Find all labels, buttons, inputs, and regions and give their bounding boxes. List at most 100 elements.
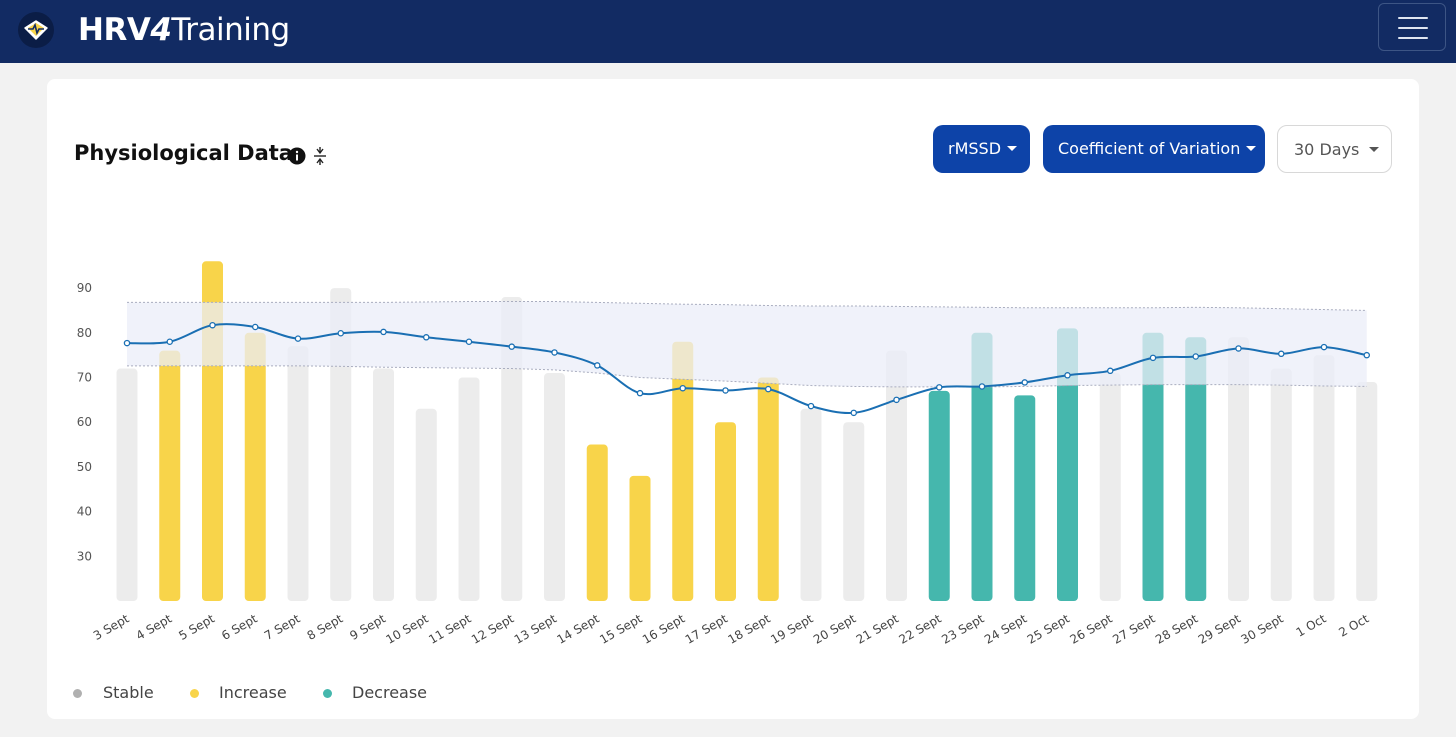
card-title: Physiological Data bbox=[74, 141, 293, 165]
trend-point bbox=[679, 384, 687, 392]
trend-point bbox=[1192, 353, 1200, 360]
band-lower-edge bbox=[127, 365, 1367, 388]
bar-stable bbox=[1356, 381, 1378, 601]
trend-point bbox=[722, 387, 729, 394]
x-tick-label: 7 Sept bbox=[262, 611, 303, 643]
trend-point bbox=[1021, 379, 1029, 386]
trend-point bbox=[209, 321, 216, 329]
bar-stable bbox=[1099, 373, 1121, 601]
bar-increase bbox=[586, 444, 608, 601]
period-dropdown-label: 30 Days bbox=[1294, 140, 1360, 159]
bar-stable bbox=[800, 408, 822, 601]
legend-label-stable: Stable bbox=[103, 683, 154, 702]
trend-point bbox=[465, 338, 473, 345]
trend-point bbox=[765, 385, 772, 393]
trend-point bbox=[807, 402, 815, 410]
y-tick-label: 40 bbox=[77, 505, 92, 519]
top-navbar: HRV4Training bbox=[0, 0, 1456, 63]
trend-point bbox=[1363, 351, 1371, 359]
x-tick-label: 11 Sept bbox=[426, 611, 473, 646]
x-tick-label: 6 Sept bbox=[219, 611, 260, 643]
hamburger-menu-button[interactable] bbox=[1378, 3, 1446, 51]
caret-down-icon bbox=[1246, 145, 1257, 151]
bar-stable bbox=[116, 368, 138, 601]
x-tick-label: 5 Sept bbox=[176, 611, 217, 643]
x-tick-label: 28 Sept bbox=[1153, 611, 1200, 646]
y-tick-label: 60 bbox=[77, 415, 92, 429]
trend-point bbox=[380, 328, 387, 336]
y-tick-label: 50 bbox=[77, 460, 92, 474]
bar-increase bbox=[244, 332, 266, 601]
trend-point bbox=[1278, 350, 1285, 358]
hamburger-line bbox=[1398, 27, 1428, 29]
bar-stable bbox=[287, 346, 309, 601]
physiological-data-card: Physiological Data rMSSD Coefficient of … bbox=[47, 79, 1419, 719]
statistic-dropdown[interactable]: Coefficient of Variation bbox=[1043, 125, 1265, 173]
y-tick-label: 90 bbox=[77, 281, 92, 295]
x-tick-label: 10 Sept bbox=[384, 611, 431, 646]
bar-stable bbox=[373, 368, 394, 601]
x-tick-label: 19 Sept bbox=[768, 611, 815, 646]
y-tick-label: 80 bbox=[77, 326, 92, 340]
trend-point bbox=[422, 334, 430, 341]
bar-decrease bbox=[1057, 328, 1078, 601]
legend-label-increase: Increase bbox=[219, 683, 287, 702]
bar-decrease bbox=[1142, 332, 1164, 601]
compress-vertical-icon[interactable] bbox=[312, 146, 328, 166]
trend-point bbox=[1064, 372, 1071, 379]
info-circle-icon[interactable] bbox=[288, 147, 306, 165]
trend-point bbox=[893, 396, 900, 404]
trend-point bbox=[166, 338, 174, 345]
bar-stable bbox=[1228, 337, 1249, 601]
trend-point bbox=[978, 383, 986, 390]
x-tick-label: 2 Oct bbox=[1336, 611, 1371, 639]
trend-point bbox=[337, 329, 344, 337]
brand-name[interactable]: HRV4Training bbox=[78, 10, 290, 50]
x-tick-label: 20 Sept bbox=[811, 611, 858, 646]
metric-dropdown[interactable]: rMSSD bbox=[933, 125, 1030, 173]
period-dropdown[interactable]: 30 Days bbox=[1277, 125, 1392, 173]
x-tick-label: 26 Sept bbox=[1068, 611, 1115, 646]
bar-decrease bbox=[928, 390, 950, 601]
trend-point bbox=[594, 362, 601, 369]
hamburger-line bbox=[1398, 37, 1428, 39]
x-tick-label: 25 Sept bbox=[1025, 611, 1072, 646]
bar-stable bbox=[843, 422, 865, 601]
trend-point bbox=[123, 339, 131, 347]
bar-increase bbox=[672, 341, 694, 601]
x-tick-label: 27 Sept bbox=[1110, 611, 1157, 646]
bar-increase bbox=[629, 475, 651, 601]
x-tick-label: 29 Sept bbox=[1196, 611, 1243, 646]
bar-stable bbox=[886, 350, 907, 601]
legend-dot-decrease bbox=[323, 689, 332, 698]
x-tick-label: 16 Sept bbox=[640, 611, 687, 646]
bar-stable bbox=[544, 373, 565, 601]
brand-hrv: HRV bbox=[78, 12, 151, 48]
bar-stable bbox=[415, 408, 437, 601]
bar-decrease bbox=[1014, 395, 1036, 601]
legend-label-decrease: Decrease bbox=[352, 683, 428, 702]
bar-increase bbox=[715, 422, 736, 601]
bar-decrease bbox=[971, 332, 993, 601]
trend-point bbox=[636, 389, 644, 397]
trend-point bbox=[1320, 343, 1328, 351]
x-tick-label: 1 Oct bbox=[1294, 611, 1329, 639]
bar-stable bbox=[1270, 368, 1292, 601]
normal-range-band bbox=[127, 301, 1367, 387]
brand-four: 4 bbox=[150, 12, 172, 48]
bar-increase bbox=[757, 377, 779, 601]
legend-dot-increase bbox=[190, 689, 199, 698]
trend-point bbox=[294, 335, 302, 342]
brand-training: Training bbox=[171, 12, 290, 48]
hamburger-menu-icon bbox=[1398, 17, 1428, 19]
trend-point bbox=[508, 343, 515, 350]
y-tick-label: 30 bbox=[77, 549, 92, 563]
metric-dropdown-label: rMSSD bbox=[948, 139, 1002, 158]
x-tick-label: 15 Sept bbox=[597, 611, 644, 646]
band-upper-edge bbox=[127, 301, 1367, 311]
hrv4training-logo-icon[interactable] bbox=[18, 12, 54, 48]
x-tick-label: 12 Sept bbox=[469, 611, 516, 646]
y-tick-label: 70 bbox=[77, 371, 92, 385]
x-tick-label: 21 Sept bbox=[854, 611, 901, 646]
legend-dot-stable bbox=[73, 689, 82, 698]
